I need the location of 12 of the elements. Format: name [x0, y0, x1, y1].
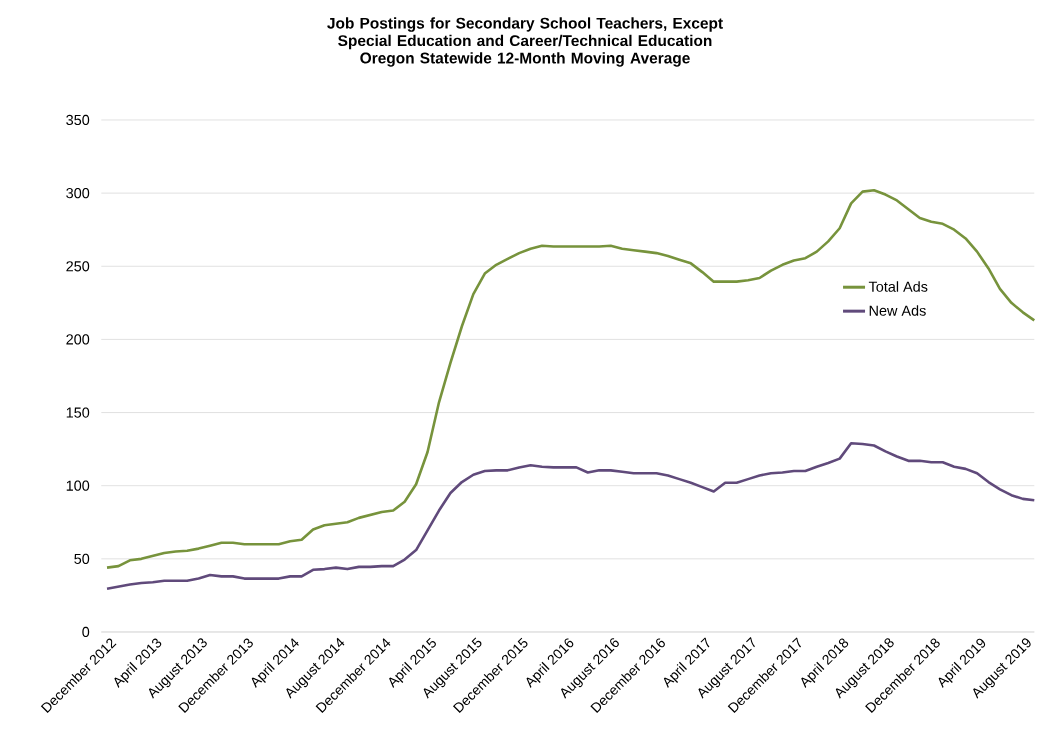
- y-tick-label: 350: [66, 114, 90, 126]
- y-tick-label: 200: [66, 334, 90, 345]
- chart-subtitle: Oregon Statewide 12-Month Moving Average: [360, 52, 690, 67]
- y-tick-label: 50: [74, 553, 90, 564]
- chart-title: Job Postings for Secondary School Teachers, Except Special Education and Career/Technical Education: [327, 17, 723, 50]
- y-tick-label: 0: [82, 626, 90, 638]
- y-tick-label: 150: [66, 407, 90, 418]
- legend-label: Total Ads: [868, 281, 928, 292]
- y-tick-label: 250: [66, 261, 90, 272]
- legend-label: New Ads: [869, 305, 926, 316]
- y-tick-label: 100: [66, 480, 90, 491]
- y-tick-label: 300: [66, 188, 90, 199]
